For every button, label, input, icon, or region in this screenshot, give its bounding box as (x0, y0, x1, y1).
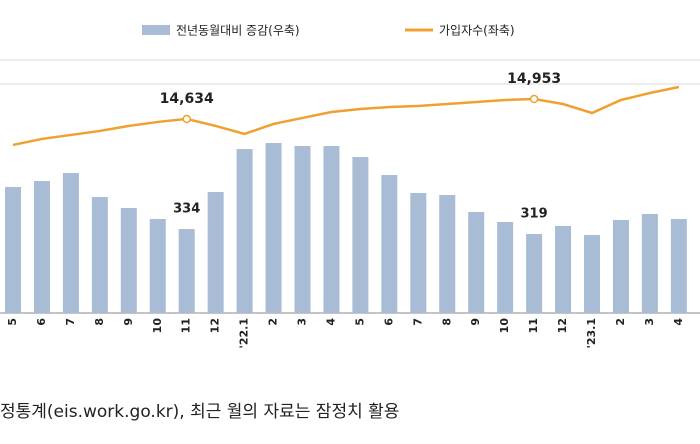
x-tick-label: 7 (411, 318, 424, 326)
point-label: 14,634 (160, 91, 214, 107)
bar (265, 143, 282, 313)
legend-label: 가입자수(좌축) (439, 24, 515, 38)
point (529, 94, 539, 104)
x-tick-label: 10 (151, 318, 164, 334)
point-label: 14,953 (507, 71, 561, 87)
x-tick-label: 10 (498, 318, 511, 334)
footnote: 정통계(eis.work.go.kr), 최근 월의 자료는 잠정치 활용 (0, 402, 399, 422)
x-tick-label: 8 (440, 318, 453, 326)
bar (149, 219, 166, 313)
bar (120, 208, 137, 313)
plot: 5 6 7 8 9 10 11 12 '22.1 2 3 4 5 6 7 8 9 10 11 12 '23.1 2 3 4 33… (5, 71, 687, 349)
point (182, 114, 191, 124)
bar (323, 146, 340, 313)
bar (5, 187, 21, 313)
line (12, 85, 680, 147)
x-tick-label: 9 (469, 318, 482, 326)
bar (555, 226, 572, 313)
x-tick-label: 8 (93, 318, 106, 326)
bar (439, 195, 456, 313)
x-tick-label: 5 (6, 318, 19, 326)
bar (468, 212, 485, 313)
x-tick-label: 12 (209, 318, 222, 333)
bar (236, 149, 253, 313)
bar (381, 175, 398, 313)
x-tick-label: 2 (614, 318, 627, 326)
bar-label: 319 (521, 207, 548, 222)
x-tick-label: 4 (324, 318, 337, 326)
x-tick-label: 11 (180, 318, 193, 333)
bar (294, 146, 311, 313)
x-tick-label: 9 (122, 318, 135, 326)
bar (410, 193, 427, 313)
x-tick-label: 6 (382, 318, 395, 326)
legend-swatch (142, 25, 170, 35)
x-tick-label: '22.1 (238, 318, 251, 349)
bar (207, 192, 224, 313)
bar (91, 197, 108, 313)
bar (178, 229, 195, 313)
x-tick-label: 2 (267, 318, 280, 326)
bar (641, 214, 658, 313)
x-tick-label: 3 (643, 318, 656, 326)
bar (670, 219, 687, 313)
bar-label: 334 (173, 202, 200, 217)
x-tick-label: '23.1 (585, 318, 598, 349)
x-tick-label: 4 (672, 318, 685, 326)
x-tick-label: 6 (35, 318, 48, 326)
x-tick-label: 3 (296, 318, 309, 326)
bar (584, 235, 600, 313)
bar (33, 181, 50, 313)
bar (497, 222, 514, 313)
x-tick-label: 5 (353, 318, 366, 326)
bar (526, 234, 543, 313)
x-tick-label: 12 (556, 318, 569, 333)
legend: 전년동월대비 증감(우축) 가입자수(좌축) (142, 24, 515, 38)
legend-label: 전년동월대비 증감(우축) (176, 24, 300, 38)
x-tick-label: 7 (64, 318, 77, 326)
x-tick-label: 11 (527, 318, 540, 333)
bar (612, 220, 629, 313)
bar (62, 173, 79, 313)
bar (352, 157, 369, 313)
